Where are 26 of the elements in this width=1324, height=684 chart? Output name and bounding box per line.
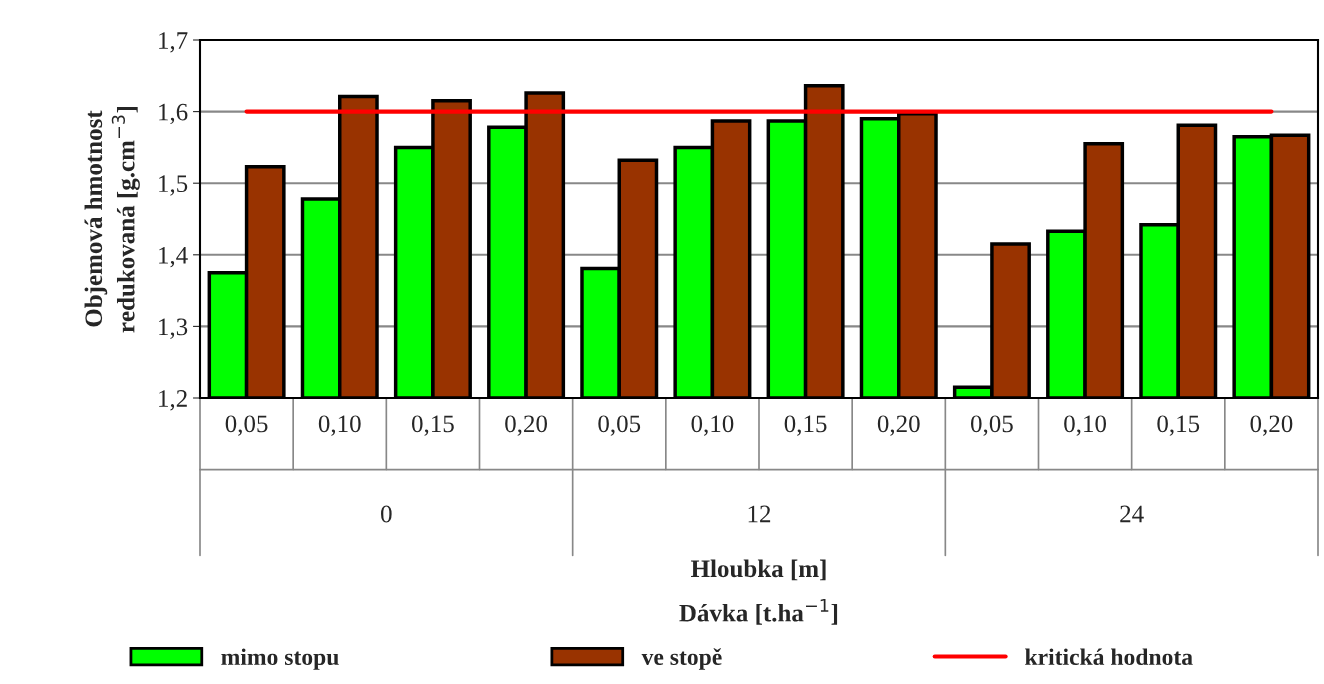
x-tick-label: 0,10 (691, 415, 734, 436)
y-tick-label: 1,3 (159, 318, 188, 339)
y-axis-title: Objemová hmotnost redukovaná [g.cm$^{−3}$] (84, 106, 140, 333)
x-tick-label: 0,10 (1064, 415, 1107, 436)
x-tick-label: 0,05 (970, 415, 1013, 436)
legend-label: ve stopě (641, 648, 722, 670)
text: 24 (1120, 505, 1144, 523)
text: 0 (381, 505, 392, 523)
x-tick-label: 0,15 (411, 415, 454, 436)
x-tick-label: 0,20 (877, 415, 920, 436)
y-tick-label: 1,7 (159, 32, 188, 53)
x-tick-label: 0,15 (1157, 415, 1200, 436)
x-tick-label: 0,15 (784, 415, 827, 436)
x-tick-label: 0,10 (318, 415, 361, 436)
text: 12 (748, 505, 771, 523)
y-tick-label: 1,5 (159, 175, 188, 196)
legend-label: mimo stopu (221, 648, 339, 670)
x-tick-label: 0,20 (1250, 415, 1293, 436)
y-tick-label: 1,2 (159, 390, 187, 411)
y-tick-label: 1,4 (159, 246, 188, 268)
y-tick-label: 1,6 (159, 103, 188, 125)
x-axis-title: Hloubka [m] Dávka [t.ha$^{−1}$] (679, 559, 838, 625)
x-tick-label: 0,05 (598, 415, 641, 436)
legend-label: kritická hodnota (1025, 648, 1193, 666)
x-tick-label: 0,20 (505, 415, 548, 436)
x-tick-label: 0,05 (225, 415, 268, 436)
